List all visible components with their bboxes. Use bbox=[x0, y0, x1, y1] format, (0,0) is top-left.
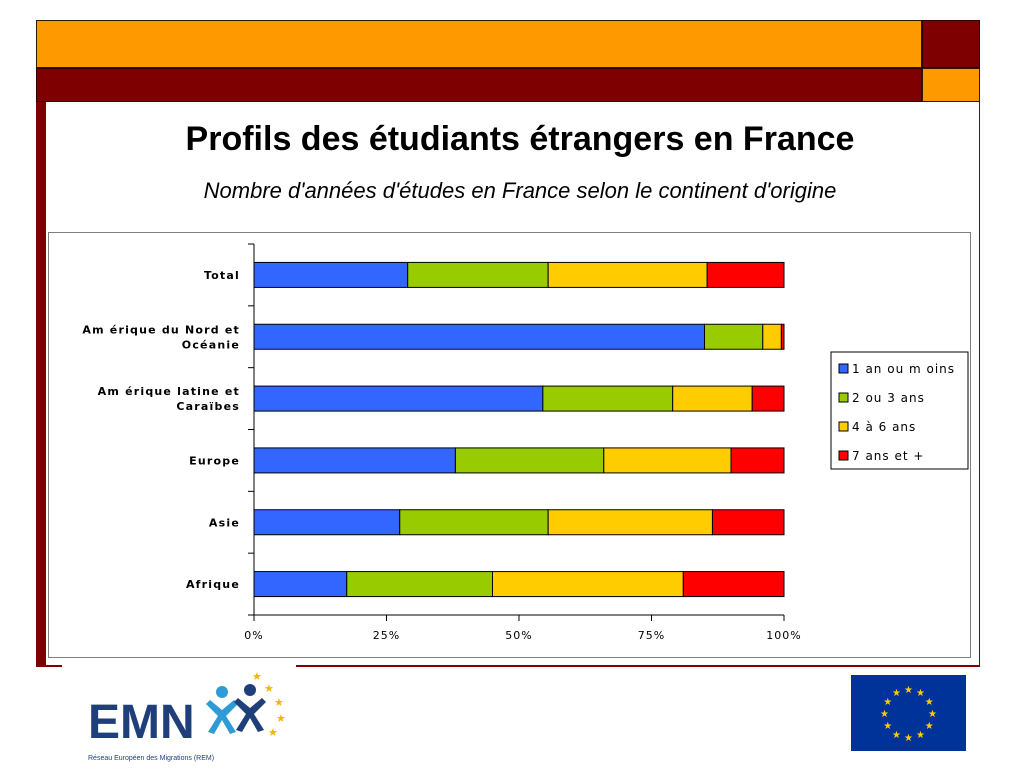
left-border-band bbox=[36, 102, 46, 666]
eu-star-icon: ★ bbox=[904, 733, 913, 744]
bar-segment bbox=[253, 323, 705, 350]
bar-segment bbox=[547, 509, 713, 536]
emn-people-icon bbox=[206, 684, 266, 734]
eu-stars-icon: ★ ★★★★★★★★★★★ bbox=[880, 685, 937, 744]
stacked-bar-chart: 0% 25% 50% 75% 100% Total Am érique du Nord et… bbox=[82, 243, 969, 642]
bottom-border-line bbox=[36, 665, 980, 667]
bar-segment bbox=[682, 571, 785, 598]
bar-segment bbox=[542, 385, 674, 412]
bar-segment bbox=[253, 261, 409, 288]
legend-entry: 2 ou 3 ans bbox=[852, 391, 925, 405]
eu-star-icon: ★ bbox=[880, 709, 889, 720]
bar-segment bbox=[706, 261, 785, 288]
x-tick-label: 100% bbox=[766, 629, 801, 642]
slide-subtitle: Nombre d'années d'études en France selon… bbox=[203, 178, 837, 203]
eu-star-icon: ★ bbox=[925, 697, 934, 708]
eu-flag: ★ ★ ★ ★ ★ ★ ★ ★ ★ ★ ★ ★ bbox=[851, 675, 966, 751]
bar-segment bbox=[711, 509, 785, 536]
category-label: Caraïbes bbox=[176, 400, 240, 413]
eu-star-icon: ★ bbox=[925, 721, 934, 732]
x-tick-label: 25% bbox=[373, 629, 400, 642]
legend-swatch bbox=[838, 421, 849, 432]
legend-entry: 1 an ou m oins bbox=[852, 362, 955, 376]
header-orange-band bbox=[36, 20, 922, 68]
legend-box bbox=[830, 351, 969, 470]
emn-logo-text: EMN bbox=[88, 696, 195, 749]
header-dark-square bbox=[922, 20, 980, 68]
category-label: Europe bbox=[189, 454, 240, 467]
category-label: Océanie bbox=[182, 338, 240, 351]
legend-swatch bbox=[838, 363, 849, 374]
bar-segment bbox=[547, 261, 708, 288]
bar-segment bbox=[730, 447, 785, 474]
eu-star-icon: ★ bbox=[904, 685, 913, 696]
bar-segment bbox=[399, 509, 549, 536]
x-tick-label: 75% bbox=[638, 629, 665, 642]
legend-entry: 4 à 6 ans bbox=[852, 420, 916, 434]
bar-segment bbox=[253, 385, 544, 412]
bar-segment bbox=[603, 447, 732, 474]
bar-segment bbox=[762, 323, 782, 350]
svg-text:★: ★ bbox=[264, 683, 274, 695]
bar-segment bbox=[751, 385, 785, 412]
category-label: Am érique du Nord et bbox=[82, 323, 240, 336]
eu-star-icon: ★ bbox=[916, 688, 925, 699]
x-tick-label: 50% bbox=[505, 629, 532, 642]
eu-star-icon: ★ bbox=[928, 709, 937, 720]
bar-segment bbox=[407, 261, 549, 288]
right-border-line bbox=[979, 102, 980, 666]
bar-segment bbox=[492, 571, 684, 598]
svg-text:★: ★ bbox=[276, 713, 286, 725]
eu-star-icon: ★ bbox=[892, 688, 901, 699]
x-tick-label: 0% bbox=[244, 629, 263, 642]
eu-star-icon: ★ bbox=[892, 730, 901, 741]
emn-stars-icon: ★ ★ ★ ★ ★ bbox=[252, 671, 286, 739]
svg-text:★: ★ bbox=[252, 671, 262, 683]
emn-logo-caption: Réseau Européen des Migrations (REM) bbox=[88, 755, 214, 762]
bar-segment bbox=[253, 447, 456, 474]
bar-segment bbox=[253, 571, 348, 598]
category-label: Total bbox=[204, 269, 240, 282]
bar-segment bbox=[672, 385, 753, 412]
category-label: Am érique latine et bbox=[98, 385, 240, 398]
header-orange-square bbox=[922, 68, 980, 102]
slide-title: Profils des étudiants étrangers en Franc… bbox=[185, 120, 855, 158]
eu-star-icon: ★ bbox=[883, 697, 892, 708]
bar-segment bbox=[780, 323, 785, 350]
emn-logo: EMN ★ ★ ★ ★ ★ Réseau Européen des Migrat… bbox=[62, 662, 296, 768]
legend-swatch bbox=[838, 450, 849, 461]
category-label: Afrique bbox=[186, 578, 240, 591]
bar-segment bbox=[346, 571, 493, 598]
svg-text:★: ★ bbox=[274, 697, 284, 709]
legend-entry: 7 ans et + bbox=[852, 449, 924, 463]
bar-segment bbox=[253, 509, 401, 536]
eu-star-icon: ★ bbox=[883, 721, 892, 732]
eu-star-icon: ★ bbox=[916, 730, 925, 741]
bar-segment bbox=[454, 447, 605, 474]
legend-swatch bbox=[838, 392, 849, 403]
header-dark-band bbox=[36, 68, 922, 102]
category-label: Asie bbox=[209, 516, 240, 529]
bar-segment bbox=[704, 323, 764, 350]
svg-text:★: ★ bbox=[268, 727, 278, 739]
